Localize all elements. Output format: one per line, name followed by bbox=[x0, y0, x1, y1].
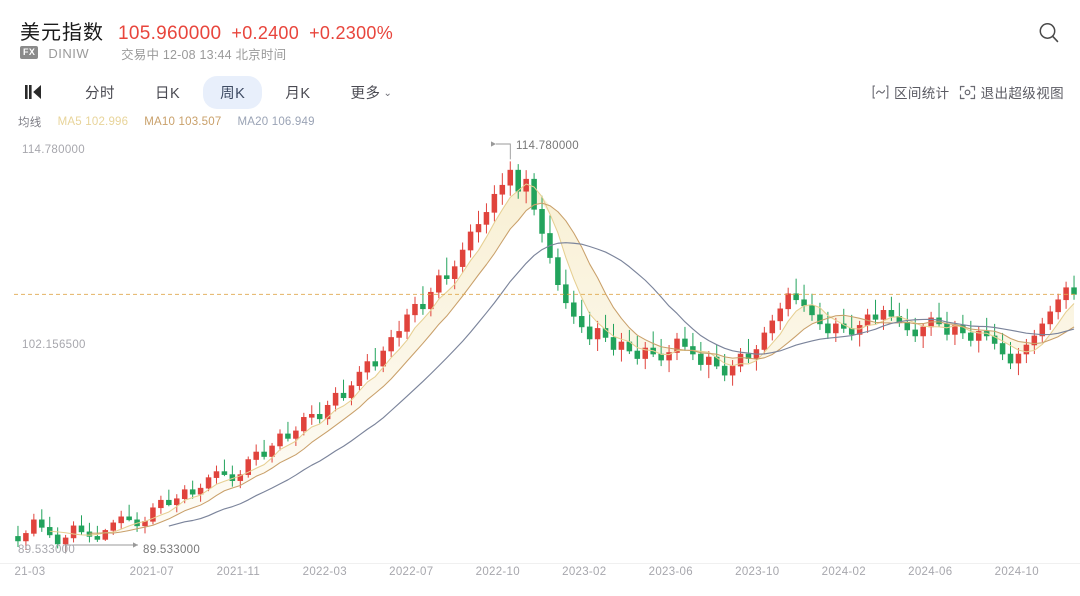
tab-timeshare[interactable]: 分时 bbox=[85, 85, 115, 102]
x-axis-tick: 2024-02 bbox=[821, 566, 866, 578]
ma-legend-title: 均线 bbox=[18, 117, 42, 129]
high-annotation-label: 114.780000 bbox=[516, 140, 579, 152]
x-axis-tick: 2023-10 bbox=[735, 566, 780, 578]
toolbar-right-group: 区间统计 退出超级视图 bbox=[872, 72, 1064, 112]
toolbar-left-group: 分时 日K 周K 月K 更多 ⌄ bbox=[18, 72, 409, 112]
ma10-name: MA10 bbox=[144, 116, 176, 128]
ma5-value: 102.996 bbox=[85, 116, 129, 128]
chart-toolbar: 分时 日K 周K 月K 更多 ⌄ 区间统计 bbox=[0, 72, 1080, 112]
x-axis-tick: 2021-07 bbox=[129, 566, 174, 578]
ma5-name: MA5 bbox=[57, 116, 82, 128]
x-axis-tick: 2023-06 bbox=[648, 566, 693, 578]
ma-line-ma20 bbox=[168, 242, 1075, 527]
range-stats-button[interactable]: 区间统计 bbox=[872, 82, 950, 102]
x-axis-tick: 2023-02 bbox=[562, 566, 607, 578]
x-axis-tick: 2024-10 bbox=[994, 566, 1039, 578]
tab-monthly-k[interactable]: 月K bbox=[285, 85, 311, 102]
x-axis-tick: 2022-10 bbox=[475, 566, 520, 578]
quote-title-row: 美元指数 105.960000 +0.2400 +0.2300% bbox=[20, 16, 393, 45]
low-annotation-label: 89.533000 bbox=[143, 544, 201, 556]
high-annotation-leader bbox=[491, 141, 511, 160]
ma5-legend: MA5 102.996 bbox=[58, 116, 129, 128]
quote-header: 美元指数 105.960000 +0.2400 +0.2300% FX DINI… bbox=[0, 0, 1080, 70]
ticker-symbol: DINIW bbox=[48, 46, 90, 61]
quote-values: 105.960000 +0.2400 +0.2300% bbox=[118, 23, 393, 45]
x-axis-tick: 2021-11 bbox=[216, 566, 261, 578]
quote-subtitle-row: FX DINIW 交易中 12-08 13:44 北京时间 bbox=[20, 44, 286, 63]
candle-group bbox=[15, 161, 1077, 552]
tab-weekly-k[interactable]: 周K bbox=[203, 75, 263, 109]
exit-fullview-icon bbox=[959, 85, 976, 100]
y-axis-label-low: 89.533000 bbox=[18, 544, 76, 556]
x-axis-tick: 2022-03 bbox=[302, 566, 347, 578]
x-axis: 21-03 2021-07 2021-11 2022-03 2022-07 2022-10… bbox=[0, 566, 1080, 590]
ma-line-ma5 bbox=[49, 183, 1075, 536]
x-axis-tick: 2024-06 bbox=[908, 566, 953, 578]
ma10-legend: MA10 103.507 bbox=[144, 116, 221, 128]
moving-average-legend: 均线 MA5 102.996 MA10 103.507 MA20 106.949 bbox=[18, 114, 315, 130]
ma10-value: 103.507 bbox=[178, 116, 222, 128]
price-change-percent: +0.2300% bbox=[309, 23, 394, 43]
ma-line-ma10 bbox=[89, 202, 1075, 534]
search-icon[interactable] bbox=[1036, 20, 1062, 46]
ma20-name: MA20 bbox=[237, 116, 269, 128]
last-price: 105.960000 bbox=[118, 23, 222, 44]
x-axis-tick: 21-03 bbox=[14, 566, 46, 578]
ma20-legend: MA20 106.949 bbox=[237, 116, 314, 128]
skip-previous-icon[interactable] bbox=[18, 78, 48, 106]
tab-daily-k[interactable]: 日K bbox=[155, 85, 181, 102]
candlestick-chart[interactable] bbox=[0, 132, 1080, 564]
x-axis-rule bbox=[0, 563, 1080, 564]
y-axis-label-mid: 102.156500 bbox=[22, 339, 86, 351]
range-stats-label: 区间统计 bbox=[893, 86, 950, 101]
chart-plot-area[interactable] bbox=[0, 132, 1080, 564]
tab-more[interactable]: 更多 ⌄ bbox=[334, 76, 410, 109]
page-title: 美元指数 bbox=[20, 22, 104, 44]
low-annotation-leader bbox=[65, 542, 138, 554]
market-status-text: 交易中 12-08 13:44 北京时间 bbox=[121, 48, 287, 62]
exit-fullview-button[interactable]: 退出超级视图 bbox=[959, 82, 1064, 102]
range-stats-icon bbox=[872, 85, 889, 100]
y-axis-label-high: 114.780000 bbox=[22, 144, 85, 156]
ma20-value: 106.949 bbox=[271, 116, 315, 128]
price-change: +0.2400 bbox=[231, 23, 300, 43]
chevron-down-icon: ⌄ bbox=[383, 87, 393, 99]
tab-more-label: 更多 bbox=[350, 85, 381, 102]
exit-fullview-label: 退出超级视图 bbox=[980, 86, 1064, 101]
market-badge: FX bbox=[20, 46, 39, 59]
x-axis-tick: 2022-07 bbox=[389, 566, 434, 578]
